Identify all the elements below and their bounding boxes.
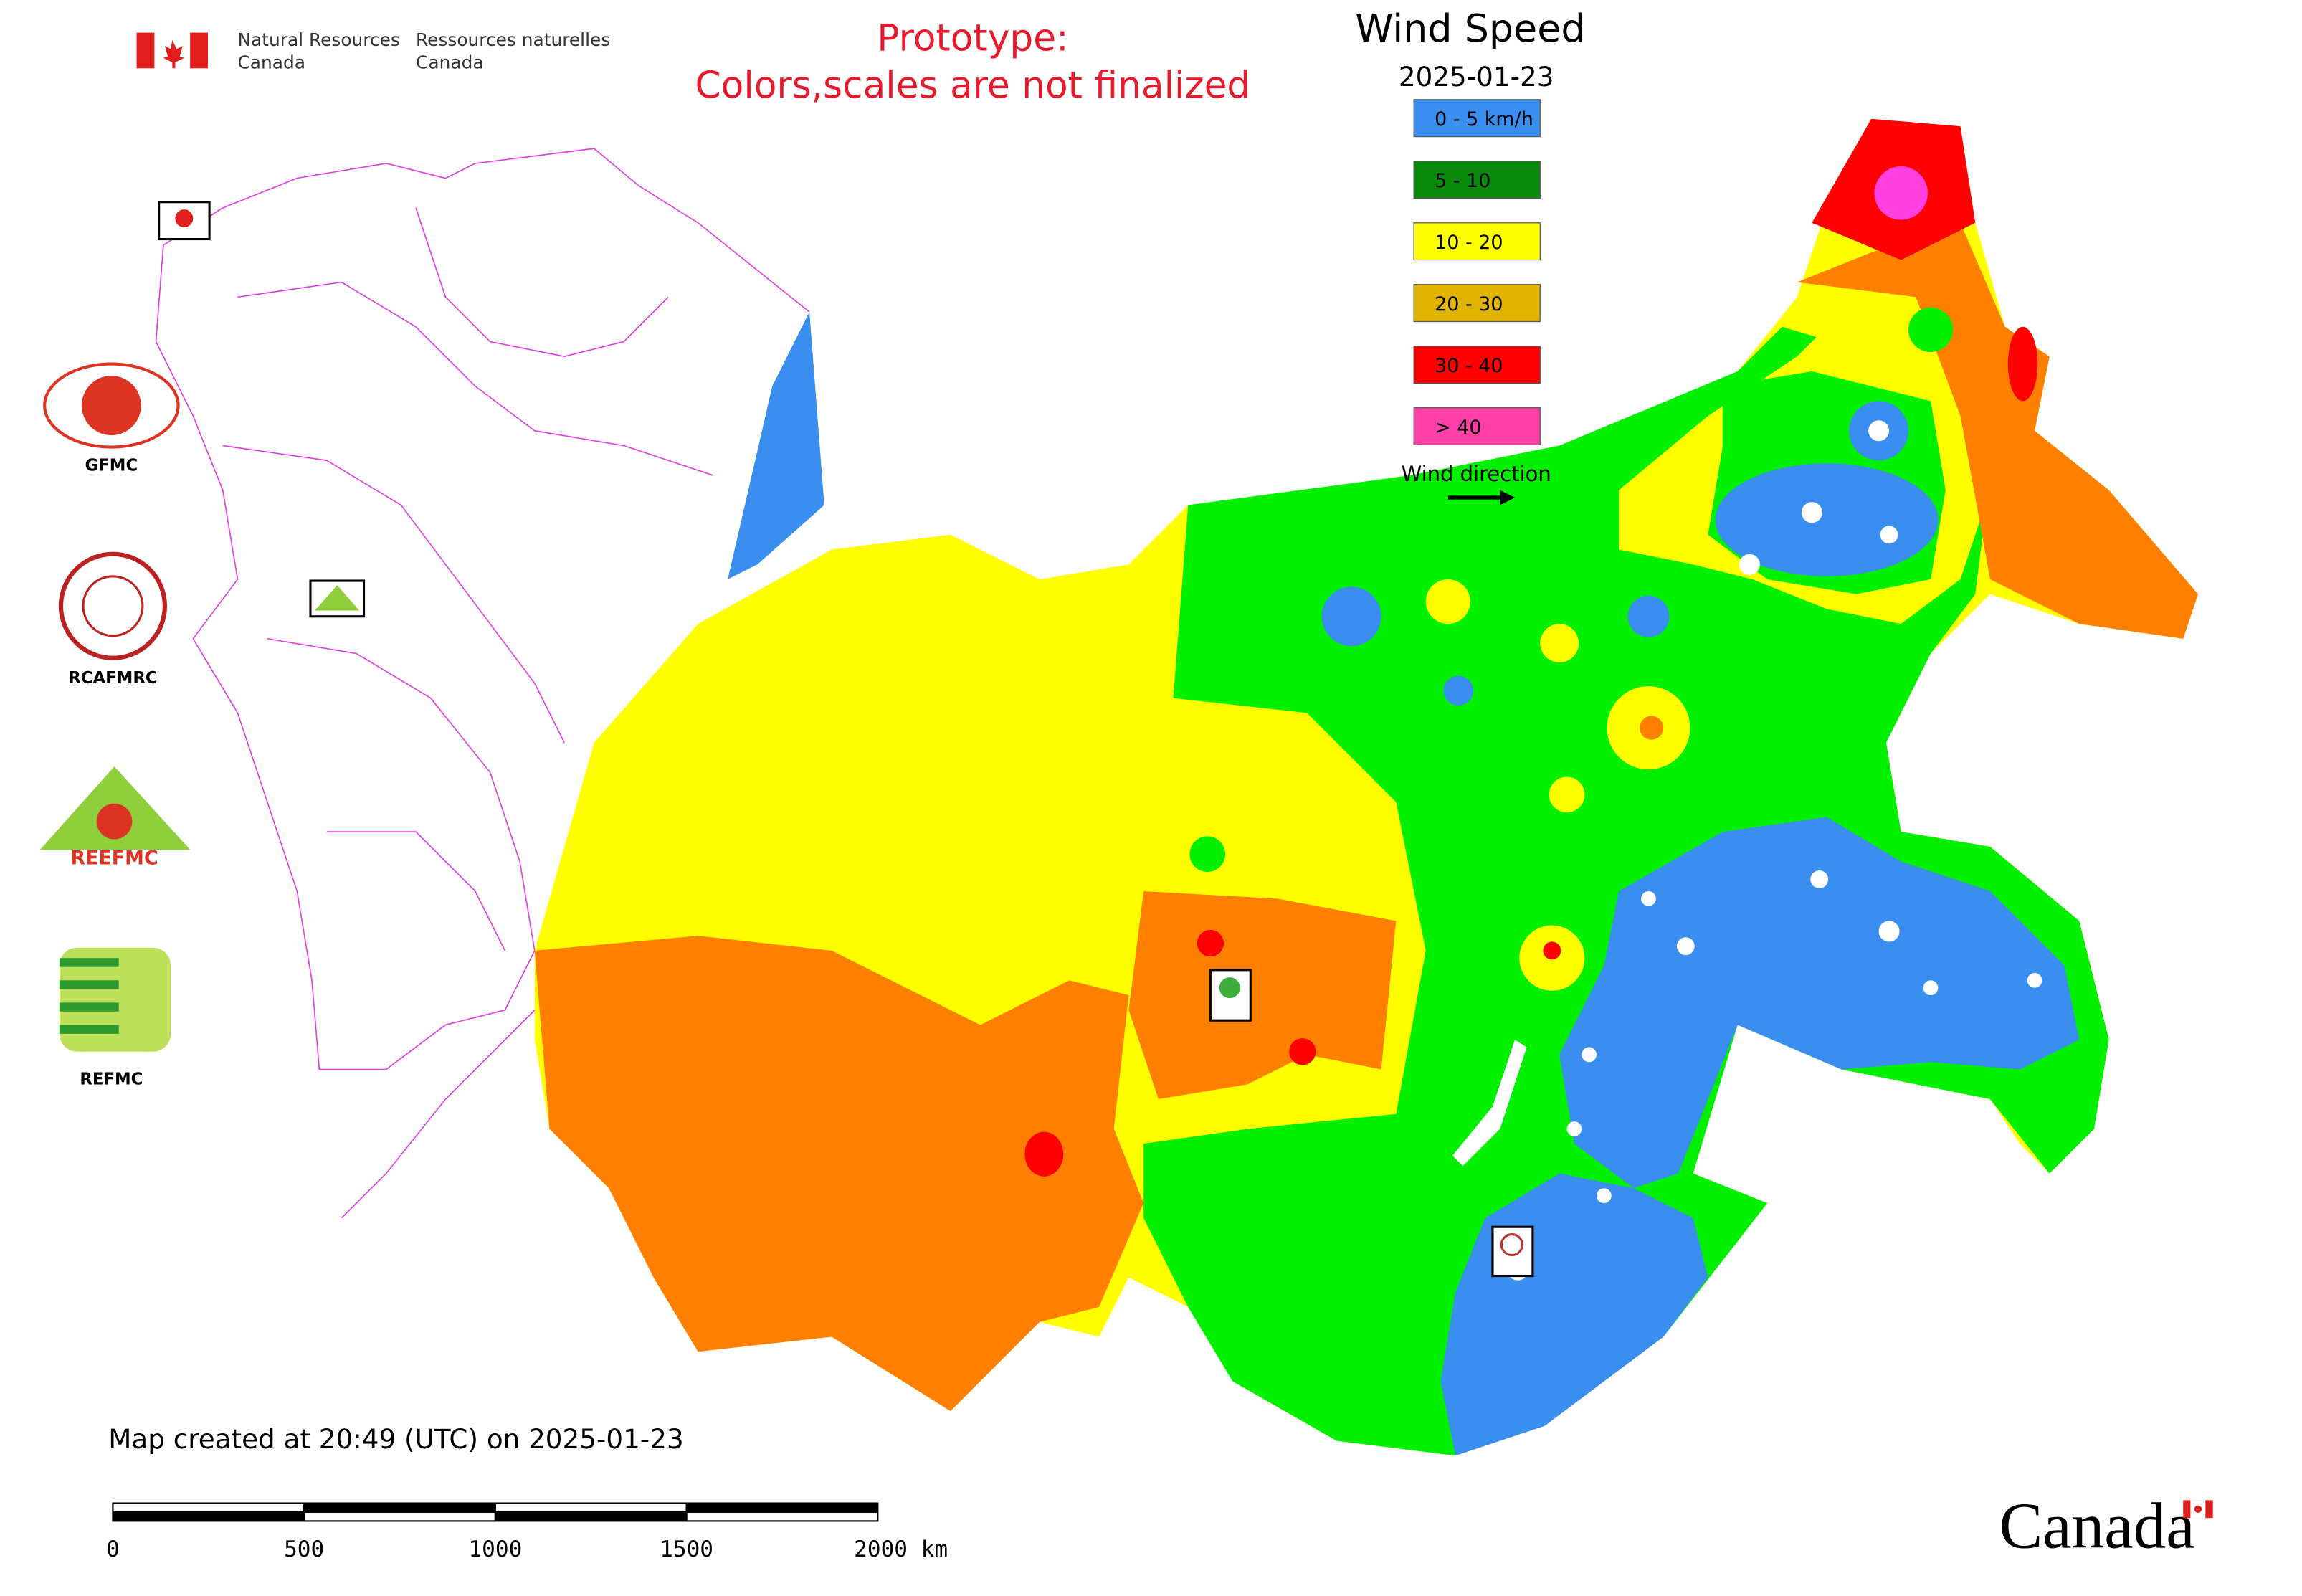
wordmark: Canada xyxy=(1999,1490,2194,1562)
scale-segment xyxy=(303,1511,496,1522)
scale-bar: 0 500 1000 1500 2000 km xyxy=(106,1502,948,1562)
office-marker xyxy=(158,201,1534,1278)
legend-label: 5 - 10 xyxy=(1435,170,1490,192)
legend-swatch xyxy=(1413,161,1541,199)
header-text: Canada xyxy=(237,52,305,72)
legend-label: 0 - 5 km/h xyxy=(1435,108,1533,130)
flag xyxy=(136,32,209,69)
title: Wind Speed xyxy=(1355,6,1585,51)
country-borders xyxy=(155,148,810,1219)
wordmark-flag xyxy=(2183,1500,2213,1519)
wind-speed-field xyxy=(534,118,2198,1456)
scale-label: 500 xyxy=(284,1536,324,1562)
logo-label: REEFMC xyxy=(70,847,158,870)
legend-label: 10 - 20 xyxy=(1435,232,1503,254)
logo: GFMC RCAFMRC REEFMC REFMC xyxy=(39,362,191,1088)
date: 2025-01-23 xyxy=(1399,61,1554,92)
scale-segment xyxy=(494,1511,688,1522)
logo-label: RCAFMRC xyxy=(68,669,157,688)
notice: Colors,scales are not finalized xyxy=(695,65,1251,108)
scale-label: 2000 km xyxy=(854,1536,948,1562)
legend-swatch xyxy=(1413,407,1541,446)
scale-label: 1500 xyxy=(660,1536,713,1562)
legend-swatch xyxy=(1413,346,1541,384)
notice: Prototype: xyxy=(877,16,1068,60)
logo-label: REFMC xyxy=(80,1070,143,1088)
legend-label: 30 - 40 xyxy=(1435,355,1503,377)
logo-label: GFMC xyxy=(85,457,138,475)
header-text: Canada xyxy=(416,52,484,72)
scale-segment xyxy=(112,1502,305,1513)
header-text: Ressources naturelles xyxy=(416,29,610,50)
scale-segment xyxy=(685,1511,879,1522)
header-text: Natural Resources xyxy=(237,29,399,50)
legend-swatch xyxy=(1413,99,1541,138)
legend-label: > 40 xyxy=(1435,417,1481,439)
scale-label: 1000 xyxy=(468,1536,522,1562)
legend: 0 - 5 km/h 5 - 10 10 - 20 20 - 30 30 - 40 > 4… xyxy=(1413,99,1541,446)
scale-segment xyxy=(494,1502,688,1513)
arrow-label: Wind direction xyxy=(1402,462,1551,486)
scale-segment xyxy=(303,1502,496,1513)
scale-segment xyxy=(685,1502,879,1513)
legend-swatch xyxy=(1413,284,1541,323)
wind-arrow xyxy=(1447,490,1516,505)
scale-segment xyxy=(112,1511,305,1522)
legend-swatch xyxy=(1413,222,1541,261)
scale-label: 0 xyxy=(106,1536,120,1562)
legend-label: 20 - 30 xyxy=(1435,293,1503,315)
footer: Map created at 20:49 (UTC) on 2025-01-23 xyxy=(108,1423,683,1455)
